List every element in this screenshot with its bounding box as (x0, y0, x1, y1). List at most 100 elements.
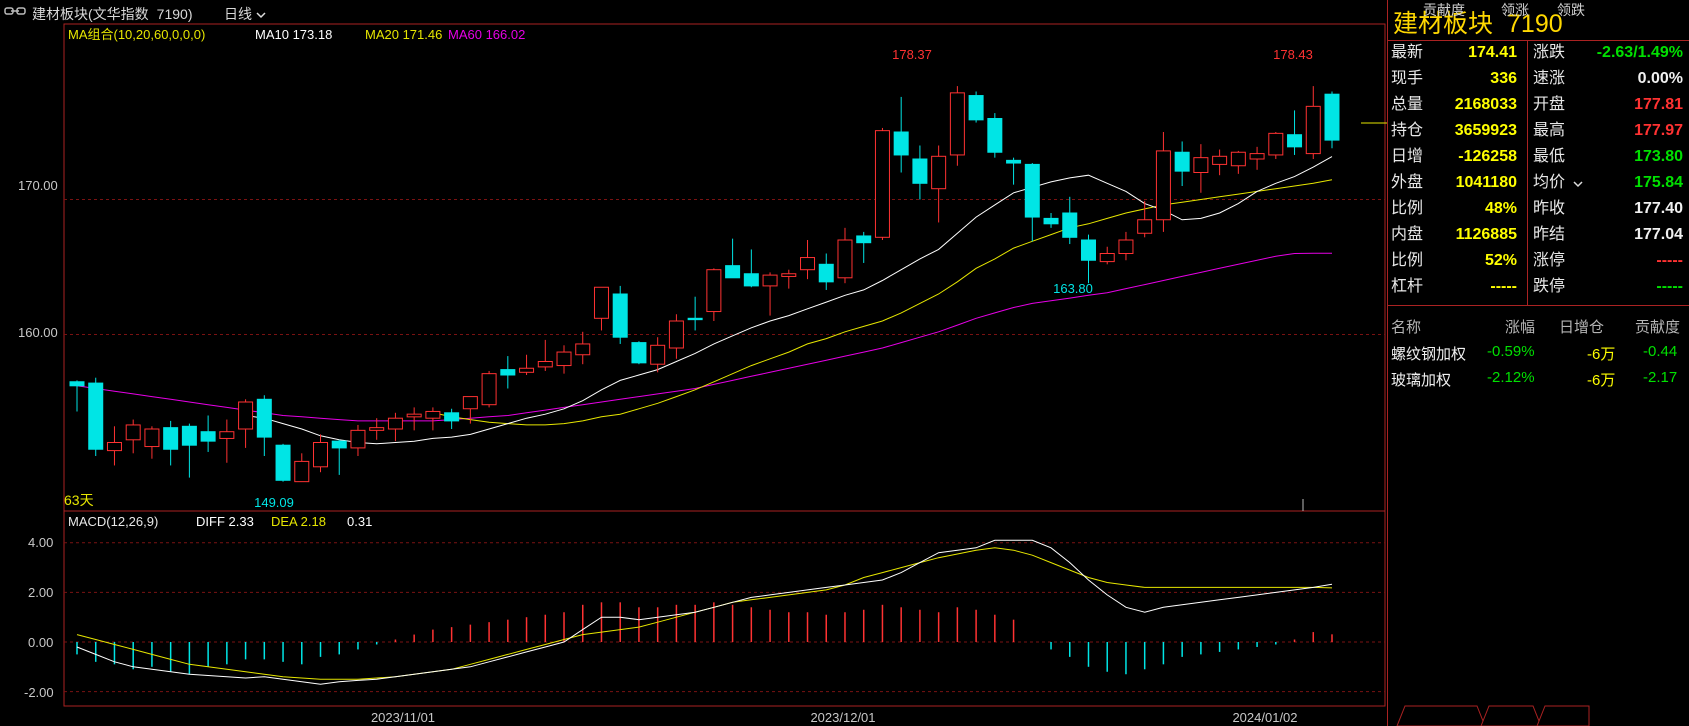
quote-row: 比例 52% (1391, 248, 1517, 274)
quote-row: 现手 336 (1391, 66, 1517, 92)
macd-indicator-label[interactable]: MACD(12,26,9) (68, 514, 158, 529)
quote-row: 比例 48% (1391, 196, 1517, 222)
quote-label: 现手 (1391, 70, 1424, 87)
macd-y-tick-4: 4.00 (28, 535, 53, 550)
macd-dea-line (76, 547, 1333, 680)
quote-label: 涨跌 (1533, 44, 1566, 61)
candle-body (687, 317, 703, 321)
moving-average-lines (76, 156, 1333, 445)
quote-value: 336 (1490, 70, 1517, 87)
candle-body (331, 440, 347, 449)
candle-body (631, 342, 647, 364)
ma-indicator-label[interactable]: MA组合(10,20,60,0,0,0) (68, 27, 205, 42)
candle-body (837, 239, 853, 279)
candle-body (762, 274, 778, 287)
quote-label: 跌停 (1533, 278, 1566, 295)
contrib-oi: -6万 (1587, 372, 1616, 389)
macd-diff-label: DIFF 2.33 (196, 514, 254, 529)
period-selector[interactable]: 日线 (224, 4, 266, 24)
contribution-row[interactable]: 螺纹钢加权 -0.59% -6万 -0.44 (1387, 340, 1689, 366)
quote-value: 1041180 (1455, 174, 1517, 191)
ma20-line (432, 179, 1333, 426)
col-name: 名称 (1391, 319, 1422, 336)
quote-value: 173.80 (1634, 148, 1683, 165)
panel-border (1387, 0, 1388, 726)
tab-contribution[interactable]: 贡献度 (1423, 2, 1465, 18)
quote-row: 日增 -126258 (1391, 144, 1517, 170)
candle-body (874, 130, 890, 238)
x-date-2: 2023/12/01 (810, 710, 875, 725)
candle-body (200, 431, 216, 442)
quote-label: 最高 (1533, 122, 1566, 139)
quote-row: 杠杆 ----- (1391, 274, 1517, 300)
quote-row: 总量 2168033 (1391, 92, 1517, 118)
candle-body (519, 367, 535, 373)
quote-value: 0.00% (1637, 70, 1683, 87)
candle-body (350, 429, 366, 449)
candle-body (1212, 155, 1228, 165)
candle-body (425, 410, 441, 419)
candle-body (949, 92, 965, 156)
tab-leading-down[interactable]: 领跌 (1557, 2, 1585, 18)
candle-body (818, 263, 834, 283)
link-icon[interactable] (4, 6, 26, 16)
quote-label: 均价 (1533, 174, 1566, 191)
candle-body (444, 412, 460, 422)
candle-body (650, 344, 666, 365)
candle-body (462, 396, 478, 410)
candle-body (144, 428, 160, 448)
quote-value: -126258 (1458, 148, 1517, 165)
kline-chart[interactable]: MA组合(10,20,60,0,0,0) MA10 173.18 MA20 17… (0, 0, 1387, 726)
chart-frame (63, 23, 1386, 707)
col-change: 涨幅 (1505, 319, 1536, 336)
quote-label: 日增 (1391, 148, 1424, 165)
contribution-row[interactable]: 玻璃加权 -2.12% -6万 -2.17 (1387, 366, 1689, 392)
quote-title: 建材板块 7190 (1393, 4, 1563, 40)
panel-divider (1387, 40, 1689, 41)
quote-label: 内盘 (1391, 226, 1424, 243)
window-title-bar: 建材板块(文华指数 7190) 日线 (0, 0, 1386, 24)
quote-name: 建材板块 (1393, 10, 1494, 38)
quote-label: 总量 (1391, 96, 1424, 113)
candle-body (1174, 151, 1190, 172)
ma10-line (245, 156, 1333, 445)
quote-label: 最新 (1391, 44, 1424, 61)
col-contrib: 贡献度 (1635, 319, 1681, 336)
candle-body (725, 265, 741, 279)
candle-body (500, 369, 516, 376)
annotation-low-2: 163.80 (1053, 281, 1093, 296)
candle-body (369, 427, 385, 431)
candle-body (1024, 163, 1040, 218)
candle-body (987, 118, 1003, 153)
tab-strip (1396, 705, 1590, 726)
quote-value: ----- (1656, 278, 1683, 295)
x-date-1: 2023/11/01 (371, 710, 435, 725)
quote-row: 开盘 177.81 (1533, 92, 1683, 118)
candle-body (1305, 105, 1321, 155)
candle-body (668, 320, 684, 349)
candle-body (1062, 212, 1078, 238)
annotation-low-1: 149.09 (254, 495, 294, 510)
quote-row: 最新 174.41 (1391, 40, 1517, 66)
contrib-value: -2.17 (1643, 369, 1678, 386)
panel-divider (1527, 40, 1528, 305)
quote-label: 最低 (1533, 148, 1566, 165)
macd-histogram (76, 602, 1333, 675)
quote-label: 持仓 (1391, 122, 1424, 139)
quote-row: 涨停 ----- (1533, 248, 1683, 274)
quote-row: 涨跌 -2.63/1.49% (1533, 40, 1683, 66)
ma60-label: MA60 166.02 (448, 27, 525, 42)
candle-body (537, 361, 553, 368)
quote-value: 52% (1484, 252, 1517, 269)
candle-body (1006, 159, 1022, 164)
ma60-line (76, 252, 1332, 422)
candle-body (612, 293, 628, 338)
tab-leading-up[interactable]: 领涨 (1501, 2, 1529, 18)
quote-value: 177.04 (1634, 226, 1683, 243)
candle-body (706, 269, 722, 313)
chevron-down-icon[interactable] (1573, 180, 1583, 188)
candle-body (1043, 217, 1059, 225)
quote-label: 杠杆 (1391, 278, 1424, 295)
candle-body (1155, 150, 1171, 221)
candle-body (912, 158, 928, 184)
